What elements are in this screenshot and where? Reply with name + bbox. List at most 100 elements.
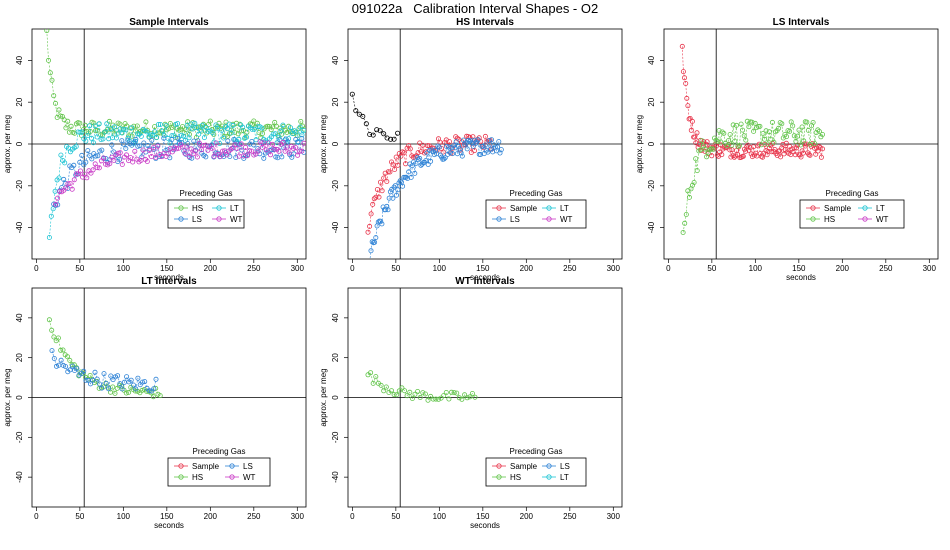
data-point-hs <box>762 136 768 142</box>
data-point-sample <box>816 144 822 150</box>
data-point-wt <box>244 153 250 159</box>
data-point-hs <box>794 133 800 139</box>
data-point-lt <box>85 132 91 138</box>
data-point-hs <box>254 120 260 126</box>
data-point-wt <box>188 146 194 152</box>
data-point-lt <box>198 127 204 133</box>
data-point-ls <box>99 385 105 391</box>
data-point-hs <box>459 396 465 402</box>
data-point-ls <box>432 147 438 153</box>
data-point-wt <box>238 141 244 147</box>
data-point-hs <box>49 327 55 333</box>
data-point-lt <box>96 121 102 127</box>
data-point-wt <box>90 167 96 173</box>
data-point-wt <box>255 148 261 154</box>
data-point-lt <box>152 129 158 135</box>
data-point-hs <box>796 127 802 133</box>
legend-swatch-marker <box>178 463 184 469</box>
data-point-lt <box>90 140 96 146</box>
data-point-ls <box>412 170 418 176</box>
x-tick-label: 100 <box>433 264 447 273</box>
legend: Preceding Gas Sample LT LS WT <box>485 189 587 229</box>
data-point-lt <box>157 122 163 128</box>
data-point-hs <box>150 394 156 400</box>
data-point-sample <box>381 175 387 181</box>
x-tick-label: 300 <box>291 512 305 521</box>
data-point-ls <box>373 235 379 241</box>
data-point-sample <box>762 141 768 147</box>
data-point-hs <box>55 335 61 341</box>
data-point-sample <box>446 139 452 145</box>
data-point-hs <box>259 130 265 136</box>
data-point-ls <box>149 137 155 143</box>
legend-swatch-marker <box>496 474 502 480</box>
data-point-ls <box>83 159 89 165</box>
legend-swatch-marker <box>862 216 868 222</box>
data-point-wt <box>146 147 152 153</box>
data-point-hs <box>129 133 135 139</box>
data-point-wt <box>286 150 292 156</box>
data-point-sample <box>680 69 686 75</box>
data-point-lt <box>209 129 215 135</box>
x-tick-label: 250 <box>247 512 261 521</box>
data-point-lt <box>194 125 200 131</box>
data-point-ls <box>442 155 448 161</box>
data-point-ls <box>475 137 481 143</box>
y-tick-label: 0 <box>647 141 656 146</box>
data-point-lt <box>199 122 205 128</box>
data-point-wt <box>201 142 207 148</box>
data-point-hs <box>462 392 468 398</box>
data-point-ls <box>124 374 130 380</box>
data-point-sample <box>685 103 691 109</box>
data-point-hs <box>391 392 397 398</box>
data-point-wt <box>130 159 136 165</box>
data-point-sample <box>454 135 460 141</box>
legend-label-hs: HS <box>824 215 835 224</box>
data-point-hs <box>44 29 50 34</box>
data-point-ls <box>69 363 75 369</box>
data-point-sample <box>379 188 385 194</box>
legend-swatch-marker <box>810 216 816 222</box>
data-point-lt <box>123 127 129 133</box>
legend-swatch-marker <box>216 205 222 211</box>
data-point-sample <box>420 142 426 148</box>
data-point-ls <box>58 357 64 363</box>
data-point-ls <box>393 192 399 198</box>
data-point-hs <box>378 382 384 388</box>
legend-swatch-marker <box>496 463 502 469</box>
data-point-hs <box>51 334 57 340</box>
data-point-sample <box>398 153 404 159</box>
legend: Preceding Gas Sample LS HS LT <box>485 447 587 487</box>
data-point-hs <box>724 143 730 149</box>
data-point-sample <box>370 201 376 207</box>
data-point-ls <box>400 183 406 189</box>
data-point-lt <box>108 126 114 132</box>
data-point-ls <box>387 189 393 195</box>
data-point-hs <box>680 229 686 235</box>
data-point-hs <box>77 120 83 126</box>
data-point-wt <box>234 145 240 151</box>
y-tick-label: -40 <box>15 221 24 233</box>
data-point-lt <box>182 137 188 143</box>
legend-swatch-marker <box>178 216 184 222</box>
data-point-lt <box>253 137 259 143</box>
data-point-ls <box>183 151 189 157</box>
data-point-sample <box>395 162 401 168</box>
data-point-hs <box>396 388 402 394</box>
legend-label-ls: LS <box>510 215 520 224</box>
data-point-hs <box>251 118 257 124</box>
y-tick-label: -20 <box>331 431 340 443</box>
data-point-ls <box>239 147 245 153</box>
data-point-wt <box>55 195 61 201</box>
data-point-ls <box>464 146 470 152</box>
data-point-ls <box>407 161 413 167</box>
data-point-wt <box>184 144 190 150</box>
data-point-ls <box>177 139 183 145</box>
data-point-hs <box>771 139 777 145</box>
data-point-sample <box>387 169 393 175</box>
data-point-hs <box>404 393 410 399</box>
data-point-ls <box>478 151 484 157</box>
y-tick-label: -20 <box>331 179 340 191</box>
data-point-hs <box>82 122 88 128</box>
